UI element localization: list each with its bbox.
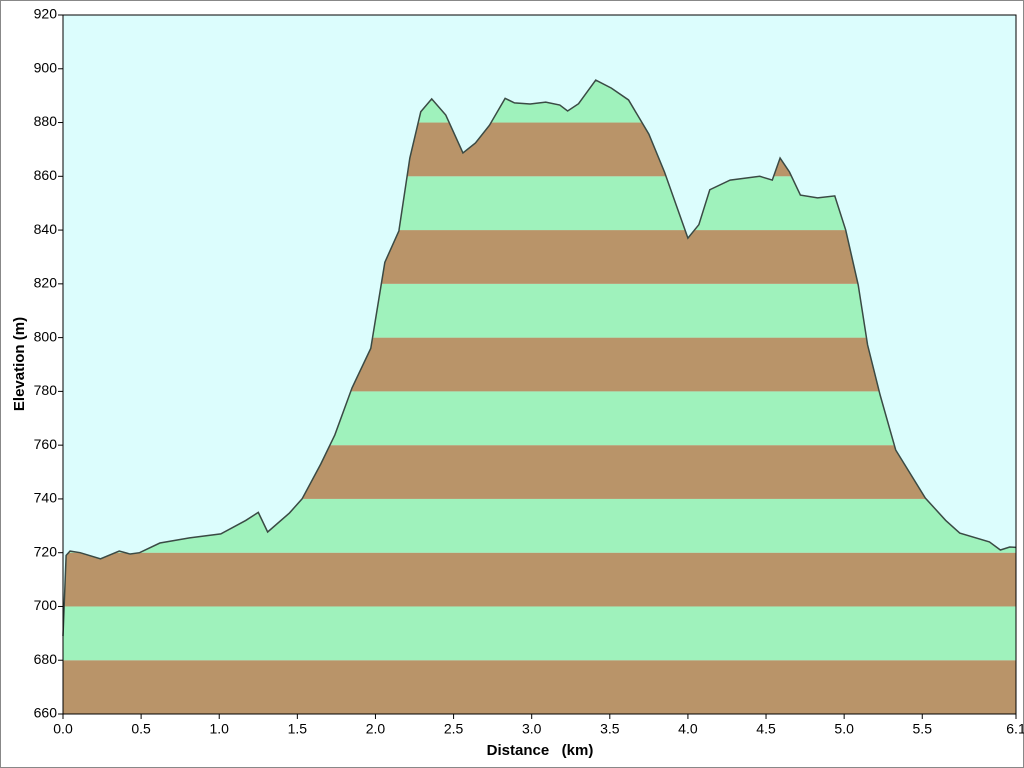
y-tick-label: 740 <box>34 490 58 506</box>
x-tick-label: 5.5 <box>913 721 933 737</box>
y-tick-label: 760 <box>34 436 58 452</box>
elevation-band <box>63 660 1016 714</box>
x-tick-label: 2.5 <box>444 721 464 737</box>
y-tick-label: 720 <box>34 543 58 559</box>
x-tick-label: 0.5 <box>131 721 151 737</box>
x-tick-label: 3.5 <box>600 721 620 737</box>
x-tick-label: 2.0 <box>366 721 386 737</box>
y-tick-label: 780 <box>34 382 58 398</box>
y-tick-label: 660 <box>34 705 58 721</box>
y-tick-label: 800 <box>34 328 58 344</box>
y-tick-label: 880 <box>34 113 58 129</box>
elevation-band <box>63 606 1016 661</box>
y-tick-label: 920 <box>34 6 58 22</box>
x-tick-label: 5.0 <box>834 721 854 737</box>
y-axis-label: Elevation (m) <box>11 317 28 411</box>
x-tick-label: 4.5 <box>756 721 776 737</box>
plot-border <box>62 14 1017 715</box>
x-axis-label: Distance (km) <box>487 742 594 759</box>
x-tick-label: 3.0 <box>522 721 542 737</box>
y-tick-label: 860 <box>34 167 58 183</box>
y-tick-label: 840 <box>34 221 58 237</box>
x-tick-label: 1.0 <box>209 721 229 737</box>
x-tick-label: 6.1 <box>1006 721 1024 737</box>
x-tick-label: 1.5 <box>288 721 308 737</box>
elevation-band <box>63 552 1016 607</box>
x-tick-label: 4.0 <box>678 721 698 737</box>
profile-line <box>62 79 1017 637</box>
x-tick-label: 0.0 <box>53 721 73 737</box>
y-tick-label: 700 <box>34 597 58 613</box>
y-tick-label: 900 <box>34 59 58 75</box>
y-tick-label: 680 <box>34 651 58 667</box>
y-tick-label: 820 <box>34 275 58 291</box>
